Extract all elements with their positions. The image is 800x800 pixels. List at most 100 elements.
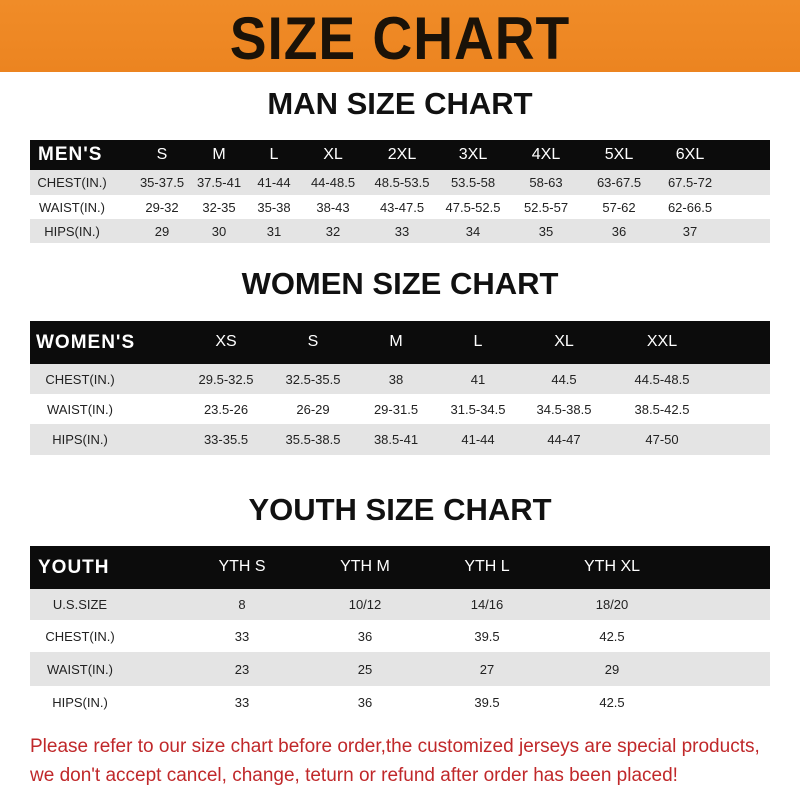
size-column-header: XXL <box>646 333 678 350</box>
table-label: WOMEN'S <box>36 331 136 353</box>
table-cell: 35 <box>538 223 554 239</box>
table-cell: 35-38 <box>257 199 291 215</box>
youth-size-table: YOUTH YTH S YTH M YTH L YTH XL U.S.SIZE 8 10/12… <box>30 546 770 718</box>
table-row: HIPS(IN.) 33 36 39.5 42.5 <box>30 686 770 718</box>
table-cell: 38.5-41 <box>373 432 419 447</box>
table-row: CHEST(IN.) 33 36 39.5 42.5 <box>30 620 770 652</box>
table-cell: 47.5-52.5 <box>445 199 501 215</box>
table-cell: 53.5-58 <box>450 175 496 190</box>
size-column-header: YTH M <box>340 558 390 575</box>
row-label: WAIST(IN.) <box>39 199 105 215</box>
table-cell: 44-47 <box>547 432 581 447</box>
table-cell: 48.5-53.5 <box>374 175 430 190</box>
women-heading: WOMEN SIZE CHART <box>241 266 559 301</box>
table-cell: 37.5-41 <box>196 175 242 190</box>
table-row: WAIST(IN.) 23.5-26 26-29 29-31.5 31.5-34.5 34… <box>30 394 770 424</box>
table-cell: 23 <box>234 661 250 677</box>
size-column-header: M <box>389 333 403 350</box>
size-column-header: XL <box>554 333 574 350</box>
table-cell: 57-62 <box>602 199 636 215</box>
table-cell: 34 <box>465 223 481 239</box>
table-cell: 26-29 <box>296 401 330 417</box>
table-cell: 63-67.5 <box>596 175 642 190</box>
table-cell: 27 <box>479 661 495 677</box>
row-label: CHEST(IN.) <box>45 371 115 387</box>
table-cell: 31.5-34.5 <box>450 401 506 417</box>
table-cell: 39.5 <box>474 694 500 710</box>
size-column-header: 5XL <box>604 145 634 163</box>
notice-line-1: Please refer to our size chart before or… <box>30 736 760 757</box>
table-row: WAIST(IN.) 23 25 27 29 <box>30 652 770 686</box>
table-cell: 33-35.5 <box>203 432 249 447</box>
table-cell: 23.5-26 <box>203 401 249 417</box>
table-cell: 38 <box>388 371 404 387</box>
row-label: HIPS(IN.) <box>44 223 100 239</box>
table-cell: 36 <box>611 223 627 239</box>
table-cell: 29 <box>604 661 620 677</box>
table-cell: 44-48.5 <box>310 175 356 190</box>
table-cell: 44.5 <box>551 371 577 387</box>
row-label: CHEST(IN.) <box>45 628 115 644</box>
table-cell: 41 <box>470 371 486 387</box>
table-cell: 42.5 <box>599 694 625 710</box>
table-cell: 47-50 <box>645 432 679 447</box>
row-label: U.S.SIZE <box>52 597 108 612</box>
table-cell: 29-32 <box>145 199 179 215</box>
table-cell: 32 <box>325 223 341 239</box>
row-label: HIPS(IN.) <box>52 694 108 710</box>
size-column-header: S <box>307 333 319 350</box>
table-row: U.S.SIZE 8 10/12 14/16 18/20 <box>30 589 770 620</box>
header-row: MEN'S S M L XL 2XL 3XL 4XL 5XL 6XL <box>30 140 770 170</box>
table-cell: 41-44 <box>461 432 495 447</box>
size-column-header: YTH S <box>218 558 266 575</box>
table-row: CHEST(IN.) 29.5-32.5 32.5-35.5 38 41 44.5 44.5… <box>30 364 770 394</box>
table-cell: 32.5-35.5 <box>285 371 341 387</box>
table-cell: 29.5-32.5 <box>198 371 254 387</box>
table-cell: 18/20 <box>595 597 629 612</box>
table-cell: 38.5-42.5 <box>634 401 690 417</box>
table-cell: 58-63 <box>529 175 563 190</box>
table-cell: 31 <box>266 223 282 239</box>
header-row: WOMEN'S XS S M L XL XXL <box>30 321 770 364</box>
table-cell: 8 <box>238 597 246 612</box>
size-column-header: 2XL <box>387 145 417 163</box>
youth-heading: YOUTH SIZE CHART <box>248 492 552 527</box>
size-column-header: L <box>269 145 279 163</box>
table-cell: 34.5-38.5 <box>536 401 592 417</box>
size-column-header: S <box>156 145 168 163</box>
table-cell: 14/16 <box>470 597 504 612</box>
table-cell: 36 <box>357 694 373 710</box>
men-heading: MAN SIZE CHART <box>267 86 533 121</box>
table-cell: 38-43 <box>316 199 350 215</box>
table-cell: 43-47.5 <box>379 199 425 215</box>
table-row: HIPS(IN.) 29 30 31 32 33 34 35 36 37 <box>30 219 770 243</box>
size-column-header: 4XL <box>531 145 561 163</box>
size-column-header: L <box>473 333 483 350</box>
women-size-table: WOMEN'S XS S M L XL XXL CHEST(IN.) 29.5-32.5 32.5… <box>30 321 770 455</box>
table-cell: 33 <box>234 694 250 710</box>
row-label: HIPS(IN.) <box>52 432 108 447</box>
header-row: YOUTH YTH S YTH M YTH L YTH XL <box>30 546 770 589</box>
size-column-header: XS <box>215 333 237 350</box>
table-cell: 35.5-38.5 <box>285 432 341 447</box>
size-column-header: YTH L <box>464 558 510 575</box>
size-column-header: 6XL <box>675 145 705 163</box>
table-cell: 10/12 <box>348 597 382 612</box>
row-label: CHEST(IN.) <box>37 175 107 190</box>
size-column-header: M <box>212 145 226 163</box>
table-cell: 25 <box>357 661 373 677</box>
size-column-header: YTH XL <box>583 558 641 575</box>
table-label: YOUTH <box>38 556 110 578</box>
table-cell: 41-44 <box>257 175 291 190</box>
table-cell: 29 <box>154 223 170 239</box>
table-label: MEN'S <box>38 144 103 165</box>
title-banner: SIZE CHART <box>0 0 800 72</box>
row-label: WAIST(IN.) <box>47 661 113 677</box>
table-cell: 52.5-57 <box>523 199 569 215</box>
men-size-table: MEN'S S M L XL 2XL 3XL 4XL 5XL 6XL CHEST(IN.) 35-37… <box>30 140 770 243</box>
table-cell: 35-37.5 <box>139 175 185 190</box>
table-row: HIPS(IN.) 33-35.5 35.5-38.5 38.5-41 41-44 44-… <box>30 424 770 455</box>
table-cell: 67.5-72 <box>667 175 713 190</box>
table-cell: 33 <box>234 628 250 644</box>
